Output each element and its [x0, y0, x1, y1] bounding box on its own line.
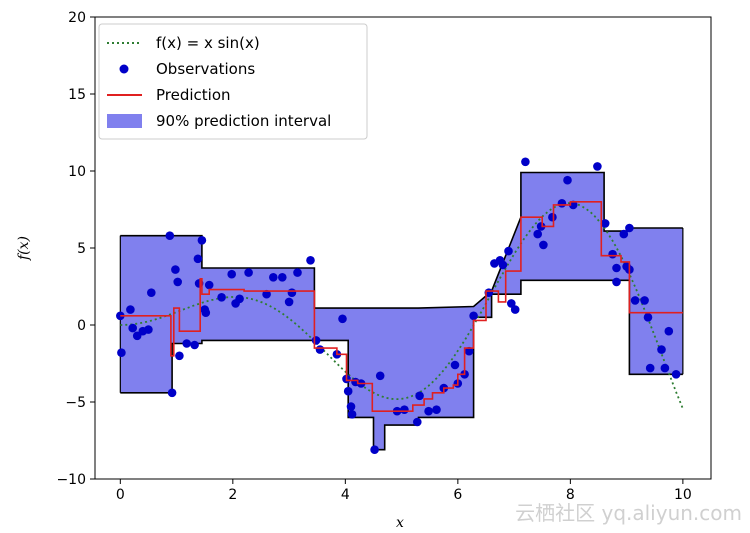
observation-point: [548, 212, 557, 222]
observation-point: [507, 299, 516, 308]
observation-point: [450, 360, 460, 370]
observation-point: [400, 405, 409, 415]
observation-point: [144, 325, 153, 334]
y-tick-label: 15: [68, 87, 86, 103]
observation-point: [612, 277, 621, 287]
observation-point: [625, 223, 634, 233]
legend-observations-label: Observations: [156, 60, 255, 78]
x-tick-label: 6: [453, 487, 462, 503]
observation-point: [498, 260, 508, 270]
observation-point: [269, 273, 278, 282]
x-axis-label: x: [396, 515, 404, 531]
observation-point: [346, 402, 356, 411]
observation-point: [235, 294, 244, 304]
observation-point: [338, 314, 347, 324]
observation-point: [201, 308, 211, 318]
observation-point: [287, 288, 297, 298]
observation-point: [657, 345, 666, 354]
x-tick-label: 0: [116, 487, 125, 503]
legend-observations-swatch: [119, 64, 129, 74]
legend-curve-label: f(x) = x sin(x): [156, 34, 260, 52]
observation-point: [608, 249, 617, 259]
observation-point: [190, 340, 199, 350]
ticks-layer: 0 2 4 6 8 10 −10 −5 0 5 10 15 20: [56, 10, 691, 503]
observation-point: [204, 280, 214, 290]
observation-point: [432, 405, 441, 415]
observation-point: [521, 157, 530, 167]
observation-point: [664, 326, 674, 336]
observation-point: [600, 219, 610, 228]
observation-point: [619, 229, 629, 239]
prediction-line: [120, 201, 683, 412]
true-function-line: [120, 202, 684, 410]
observation-point: [593, 162, 602, 171]
observation-point: [469, 311, 478, 321]
y-tick-label: 5: [77, 241, 86, 257]
observation-point: [117, 348, 126, 358]
observation-point: [126, 305, 135, 314]
observation-point: [347, 410, 357, 419]
y-tick-label: 20: [68, 10, 86, 26]
y-tick-label: −10: [56, 472, 86, 488]
observation-point: [640, 296, 649, 305]
plot-layer: [116, 157, 684, 455]
observation-point: [262, 289, 271, 299]
observation-point: [415, 391, 424, 401]
observation-point: [182, 339, 191, 348]
observation-point: [244, 268, 253, 277]
observation-point: [171, 265, 180, 274]
legend-prediction-label: Prediction: [156, 86, 231, 104]
y-tick-label: 10: [68, 164, 86, 180]
observation-point: [510, 305, 520, 314]
observation-point: [533, 229, 542, 239]
observation-point: [197, 236, 207, 245]
observation-point: [306, 255, 315, 265]
legend-interval-label: 90% prediction interval: [156, 112, 331, 130]
observation-point: [660, 363, 670, 373]
observation-point: [375, 371, 385, 381]
observation-point: [563, 175, 572, 185]
observation-point: [643, 313, 653, 322]
x-tick-label: 4: [341, 487, 350, 503]
x-tick-label: 10: [674, 487, 692, 503]
observation-point: [173, 277, 182, 287]
observation-point: [612, 263, 621, 273]
interval-lower-bound: [120, 279, 683, 451]
observation-point: [128, 323, 137, 333]
observation-point: [504, 246, 513, 256]
x-tick-label: 2: [228, 487, 237, 503]
observation-point: [671, 370, 681, 379]
y-tick-label: −5: [65, 395, 86, 411]
observation-point: [167, 388, 177, 398]
legend: f(x) = x sin(x) Observations Prediction …: [98, 23, 368, 140]
observation-point: [227, 269, 236, 279]
observation-point: [284, 297, 294, 307]
observation-point: [175, 351, 184, 361]
observation-point: [413, 417, 422, 427]
observation-point: [147, 288, 156, 298]
legend-interval-swatch: [107, 114, 142, 128]
observation-point: [343, 386, 353, 396]
observation-point: [539, 240, 548, 250]
observation-point: [193, 254, 203, 264]
observation-point: [645, 363, 655, 373]
observation-point: [424, 406, 433, 416]
observation-point: [557, 199, 567, 208]
observation-point: [630, 296, 640, 305]
observation-point: [165, 231, 175, 240]
y-tick-label: 0: [77, 318, 86, 334]
observation-point: [293, 268, 302, 277]
legend-box: [98, 23, 368, 140]
observation-point: [315, 345, 325, 354]
x-tick-label: 8: [566, 487, 575, 503]
observation-point: [217, 293, 226, 302]
observation-point: [464, 346, 474, 356]
observation-point: [278, 273, 287, 282]
observation-point: [536, 222, 546, 231]
observation-point: [370, 445, 379, 455]
observation-point: [311, 336, 321, 345]
watermark: 云栖社区 yq.aliyun.com: [515, 501, 742, 525]
y-axis-label: f(x): [16, 236, 32, 261]
